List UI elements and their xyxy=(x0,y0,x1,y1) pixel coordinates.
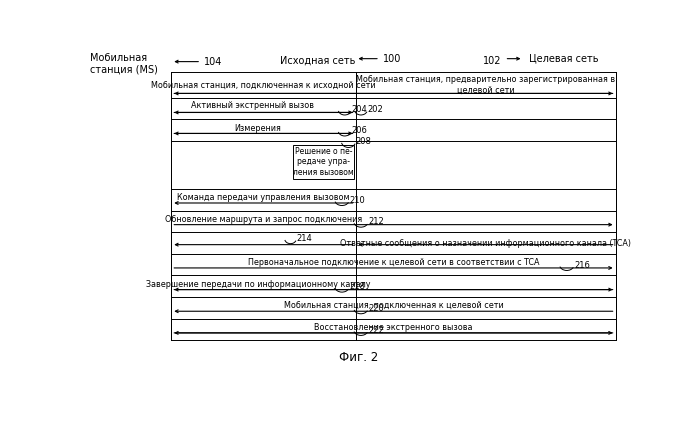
Bar xyxy=(294,144,354,179)
Text: Мобильная
станция (MS): Мобильная станция (MS) xyxy=(90,53,158,75)
Text: 210: 210 xyxy=(349,196,365,204)
Text: Обновление маршрута и запрос подключения: Обновление маршрута и запрос подключения xyxy=(165,215,362,224)
Text: Восстановление экстренного вызова: Восстановление экстренного вызова xyxy=(314,323,473,332)
Text: 222: 222 xyxy=(368,325,384,334)
Text: Фиг. 2: Фиг. 2 xyxy=(338,351,378,364)
Text: Мобильная станция, подключенная к целевой сети: Мобильная станция, подключенная к целево… xyxy=(284,301,503,310)
Text: Мобильная станция, предварительно зарегистрированная в
целевой сети: Мобильная станция, предварительно зареги… xyxy=(356,75,615,95)
Text: 218: 218 xyxy=(349,282,365,291)
Text: Активный экстренный вызов: Активный экстренный вызов xyxy=(191,101,314,110)
Text: Измерения: Измерения xyxy=(235,124,282,133)
Text: Мобильная станция, подключенная к исходной сети: Мобильная станция, подключенная к исходн… xyxy=(151,81,376,89)
Text: 208: 208 xyxy=(356,137,371,146)
Text: Команда передачи управления вызовом: Команда передачи управления вызовом xyxy=(177,193,350,202)
Text: 220: 220 xyxy=(368,304,384,313)
Text: 102: 102 xyxy=(483,56,501,66)
Text: 206: 206 xyxy=(351,126,367,135)
Text: Целевая сеть: Целевая сеть xyxy=(529,54,598,63)
Text: Исходная сеть: Исходная сеть xyxy=(280,56,355,66)
Text: 202: 202 xyxy=(368,105,383,114)
Text: 100: 100 xyxy=(382,54,401,63)
Text: Первоначальное подключение к целевой сети в соответствии с TCA: Первоначальное подключение к целевой сет… xyxy=(247,258,539,267)
Text: Ответные сообщения о назначении информационного канала (TCA): Ответные сообщения о назначении информац… xyxy=(340,239,631,248)
Text: 104: 104 xyxy=(204,57,222,66)
Text: 204: 204 xyxy=(351,105,367,114)
Text: Решение о пе-
редаче упра-
ления вызовом: Решение о пе- редаче упра- ления вызовом xyxy=(293,147,354,177)
Text: 214: 214 xyxy=(296,234,312,243)
Text: 212: 212 xyxy=(368,217,384,226)
Text: Завершение передачи по информационному каналу: Завершение передачи по информационному к… xyxy=(146,279,370,288)
Text: 216: 216 xyxy=(574,261,590,270)
